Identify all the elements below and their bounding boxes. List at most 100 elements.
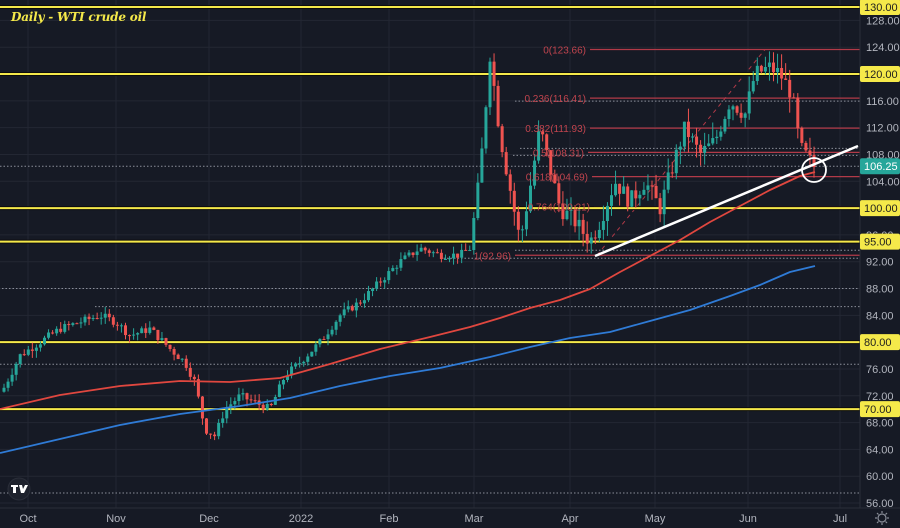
- price-tick-label: 112.00: [866, 123, 899, 135]
- candle-body: [618, 183, 622, 194]
- candle-body: [132, 334, 136, 336]
- price-tick-label: 56.00: [866, 498, 894, 510]
- candle-body: [759, 65, 763, 72]
- candle-body: [18, 354, 22, 364]
- candle-body: [164, 338, 168, 345]
- candle-body: [448, 258, 451, 260]
- candle-body: [557, 183, 561, 204]
- trendline[interactable]: [594, 144, 859, 258]
- candle-body: [435, 252, 439, 254]
- candle-body: [723, 118, 727, 132]
- candle-body: [423, 247, 427, 251]
- candle-body: [358, 302, 362, 304]
- candle-body: [180, 358, 184, 360]
- candle-body: [788, 79, 792, 98]
- level-price-badge-text: 100.00: [864, 203, 898, 215]
- candle-body: [533, 160, 537, 186]
- time-tick-label: Jul: [833, 513, 847, 525]
- level-price-badge: [860, 334, 900, 351]
- price-tick-label: 76.00: [866, 364, 894, 376]
- candle-body: [666, 172, 670, 190]
- time-tick-label: Oct: [19, 513, 36, 525]
- candle-body: [245, 393, 249, 400]
- candle-body: [229, 404, 233, 408]
- candle-body: [464, 249, 468, 251]
- candle-body: [577, 219, 581, 227]
- fib-level-label: 0.618(104.69): [526, 173, 588, 184]
- candle-body: [443, 258, 447, 260]
- candle-body: [747, 91, 751, 114]
- candle-body: [188, 367, 192, 377]
- time-tick-label: Apr: [561, 513, 578, 525]
- tradingview-logo[interactable]: [7, 477, 31, 501]
- candle-body: [99, 317, 103, 319]
- candle-body: [468, 249, 472, 251]
- candle-body: [387, 271, 391, 281]
- candle-body: [326, 334, 330, 340]
- moving-average-line: [0, 171, 816, 410]
- candle-body: [87, 316, 91, 320]
- candle-body: [731, 106, 735, 110]
- candle-body: [719, 131, 723, 137]
- candle-body: [800, 128, 804, 143]
- candle-body: [342, 309, 346, 316]
- level-price-badge: [860, 401, 900, 418]
- time-tick-label: Nov: [106, 513, 126, 525]
- price-badges: 130.00 120.00 100.00 95.00 80.00 70.00 106.25: [860, 0, 900, 418]
- candle-body: [792, 97, 796, 99]
- candle-body: [573, 209, 577, 227]
- candle-body: [691, 136, 694, 138]
- candle-body: [225, 407, 229, 419]
- candle-body: [512, 190, 516, 212]
- fib-level-label: 1(92.96): [474, 251, 511, 262]
- candle-body: [545, 134, 549, 151]
- candle-body: [735, 106, 739, 113]
- candle-body: [622, 186, 626, 194]
- candle-body: [71, 323, 75, 325]
- horizontal-levels[interactable]: [0, 5, 860, 412]
- support-trendline[interactable]: [594, 144, 859, 258]
- price-tick-label: 116.00: [866, 96, 899, 108]
- candle-body: [217, 422, 221, 437]
- time-tick-label: Mar: [465, 513, 484, 525]
- gear-icon[interactable]: [875, 511, 889, 525]
- price-axis[interactable]: [860, 0, 900, 528]
- highlight-circle[interactable]: [801, 157, 827, 183]
- candle-body: [488, 61, 492, 108]
- candle-body: [504, 152, 508, 175]
- candle-body: [379, 281, 383, 283]
- candle-body: [812, 155, 816, 168]
- candle-body: [411, 252, 415, 256]
- candle-body: [678, 146, 682, 150]
- candle-body: [241, 393, 245, 395]
- candle-body: [63, 324, 67, 332]
- candle-body: [79, 322, 83, 324]
- candle-body: [26, 349, 30, 355]
- candle-body: [520, 229, 524, 231]
- fib-level-label: 0(123.66): [543, 45, 586, 56]
- candle-body: [22, 354, 26, 356]
- candle-body: [2, 387, 6, 392]
- candle-body: [43, 337, 46, 345]
- candle-body: [767, 62, 771, 67]
- candle-body: [650, 185, 654, 187]
- candle-body: [140, 328, 144, 334]
- candle-body: [30, 349, 34, 351]
- candle-body: [346, 306, 350, 310]
- time-axis-labels: Oct Nov Dec 2022 Feb Mar Apr May Jun Jul: [19, 513, 847, 525]
- candle-body: [634, 190, 638, 199]
- candle-body: [314, 344, 318, 352]
- candle-body: [168, 344, 172, 349]
- time-tick-label: Jun: [739, 513, 757, 525]
- candle-body: [107, 313, 111, 318]
- candle-body: [128, 335, 132, 337]
- candle-body: [371, 288, 375, 292]
- candle-body: [354, 302, 358, 311]
- candle-body: [456, 253, 460, 258]
- level-price-badge-text: 130.00: [864, 2, 898, 14]
- candle-body: [569, 209, 573, 211]
- candle-body: [537, 131, 541, 161]
- candle-body: [265, 403, 269, 410]
